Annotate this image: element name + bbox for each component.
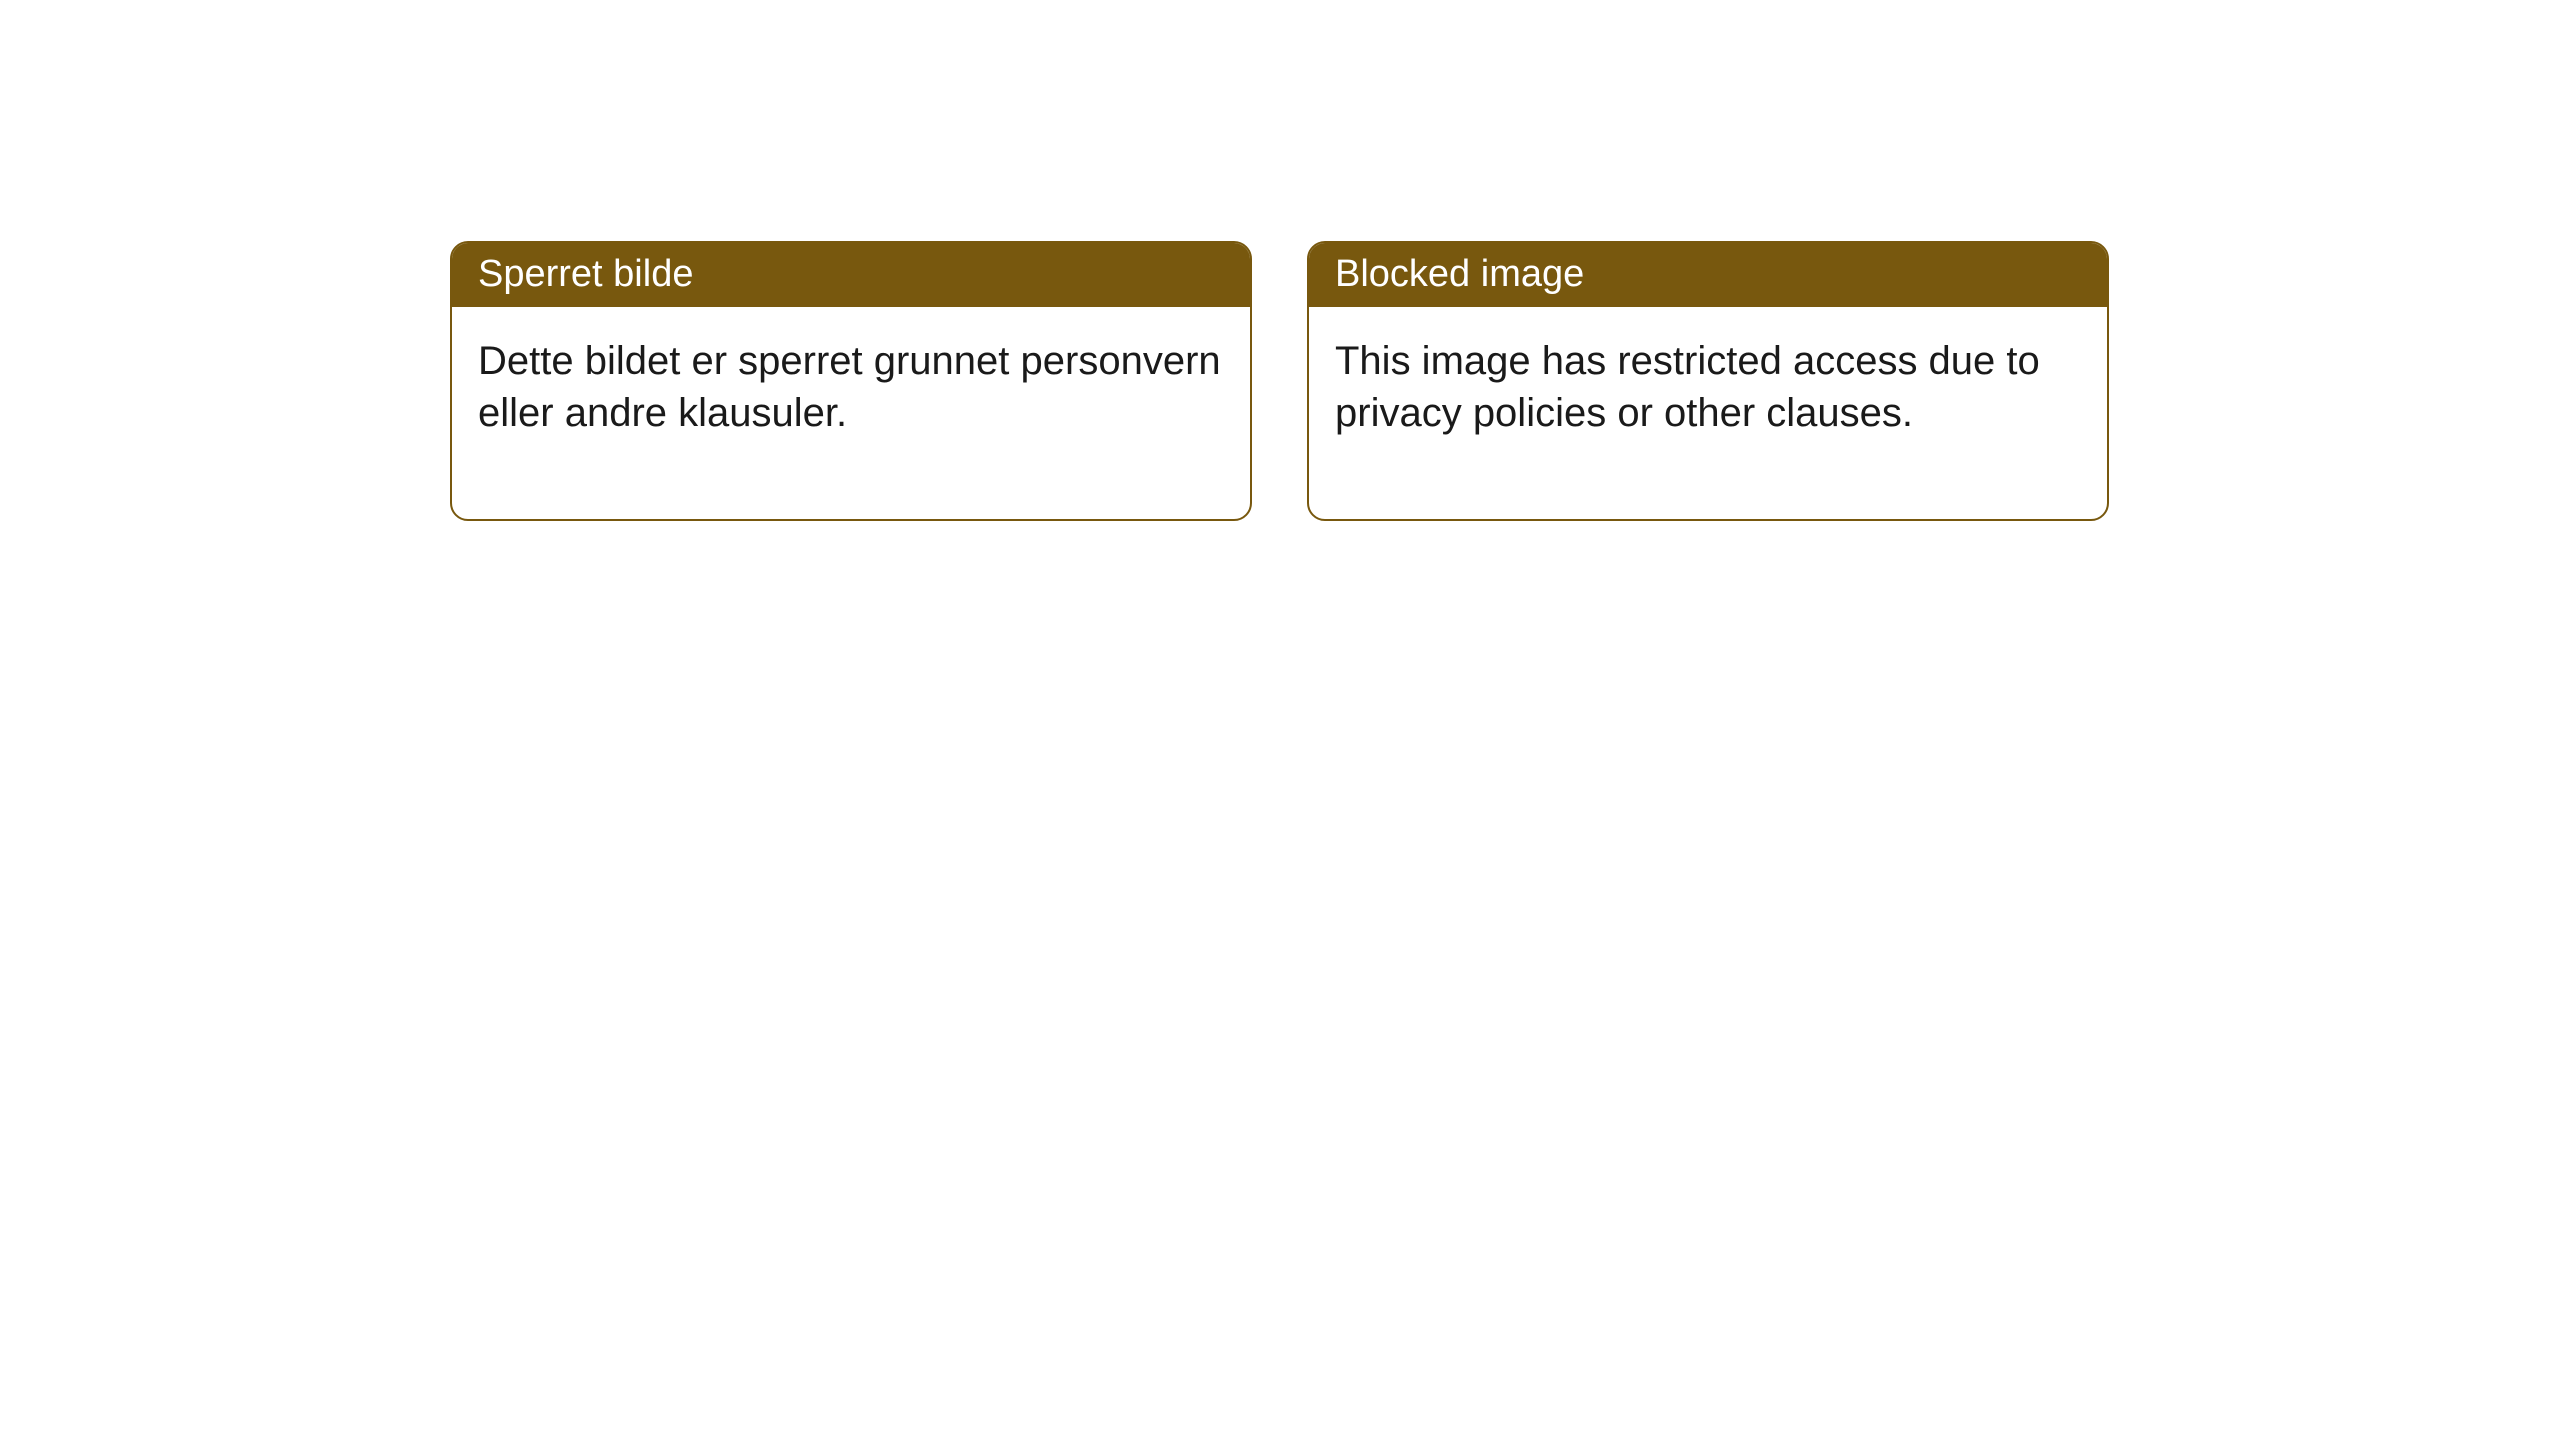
notice-title-norwegian: Sperret bilde <box>452 243 1250 307</box>
notice-title-english: Blocked image <box>1309 243 2107 307</box>
notice-card-norwegian: Sperret bilde Dette bildet er sperret gr… <box>450 241 1252 521</box>
notice-card-english: Blocked image This image has restricted … <box>1307 241 2109 521</box>
notice-container: Sperret bilde Dette bildet er sperret gr… <box>0 0 2560 521</box>
notice-body-norwegian: Dette bildet er sperret grunnet personve… <box>452 307 1250 519</box>
notice-body-english: This image has restricted access due to … <box>1309 307 2107 519</box>
